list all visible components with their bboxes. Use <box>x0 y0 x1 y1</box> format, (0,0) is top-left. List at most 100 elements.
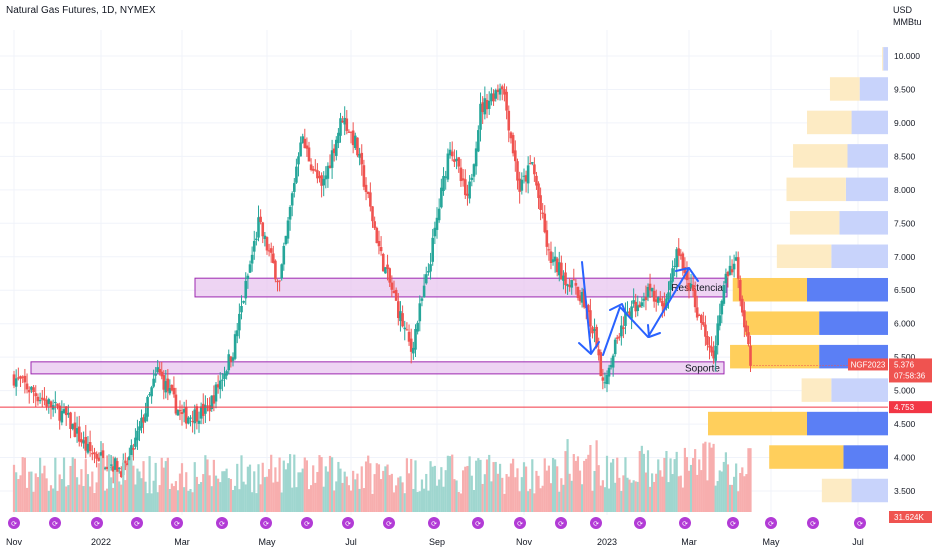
volume-bar <box>176 490 180 512</box>
volume-bar <box>23 457 26 512</box>
candle-body <box>418 303 422 322</box>
volume-bar <box>276 481 279 512</box>
candle-body <box>314 169 317 171</box>
volume-bar <box>67 485 70 512</box>
volume-bar <box>114 469 117 512</box>
candle-body <box>732 263 736 270</box>
candle-body <box>257 217 260 238</box>
volume-bar <box>105 488 109 512</box>
x-tick-label: Nov <box>6 537 23 547</box>
volume-bar <box>268 469 271 512</box>
volume-bar <box>120 484 123 512</box>
y-tick-label: 6.000 <box>894 319 916 329</box>
volume-bar <box>349 490 353 512</box>
candle-body <box>520 179 524 191</box>
candle-body <box>503 89 506 95</box>
candle-body <box>483 98 487 115</box>
volume-bar <box>581 484 584 512</box>
candle-body <box>221 379 224 381</box>
candle-body <box>240 306 243 313</box>
candle-body <box>570 279 574 288</box>
zones: Resistencia Soporte <box>30 277 728 375</box>
candle-body <box>309 164 313 170</box>
volume-bar <box>420 479 424 512</box>
candle-body <box>700 315 703 323</box>
candle-body <box>126 463 129 467</box>
volume-bar <box>681 487 684 512</box>
candle-body <box>293 183 296 192</box>
candle-body <box>142 417 145 423</box>
volume-bar <box>694 449 697 512</box>
volume-bar <box>739 472 742 512</box>
candle-body <box>553 256 557 262</box>
volume-bar <box>333 490 336 512</box>
candle-body <box>628 311 631 317</box>
volume-bar <box>320 457 323 512</box>
volume-bar <box>278 457 281 512</box>
volume-bar <box>265 476 269 512</box>
volume-bar <box>375 463 378 512</box>
volume-bar <box>698 459 701 512</box>
volume-bar <box>583 460 586 512</box>
candle-body <box>392 290 396 294</box>
volume-bar <box>154 462 157 512</box>
zone-label: Resistencia <box>671 283 723 294</box>
volume-bar <box>41 473 44 512</box>
volume-bar <box>607 488 611 512</box>
volume-bar <box>248 464 252 512</box>
candle-body <box>381 253 385 272</box>
volume-bar <box>564 451 567 512</box>
candle-body <box>354 135 357 149</box>
volume-bar <box>687 470 691 512</box>
volume-bar <box>593 470 596 512</box>
candle-body <box>286 220 290 239</box>
candle-body <box>479 103 482 130</box>
event-marker-glyph: ⟳ <box>682 521 688 528</box>
candle-body <box>399 311 402 322</box>
volume-bar <box>572 454 575 512</box>
volume-bar <box>160 457 163 512</box>
volume-bar <box>655 473 658 512</box>
event-marker-glyph: ⟳ <box>94 521 100 528</box>
candle-body <box>140 417 143 428</box>
y-tick-label: 6.500 <box>894 285 916 295</box>
candle-body <box>187 417 190 424</box>
volume-bar <box>626 477 629 512</box>
volume-bar <box>568 473 571 512</box>
volume-bar <box>547 465 550 512</box>
candle-body <box>734 257 738 261</box>
candle-body <box>492 93 495 102</box>
event-marker-glyph: ⟳ <box>263 521 269 528</box>
event-marker-icon <box>131 517 143 529</box>
volume-bar <box>299 472 302 512</box>
candle-body <box>526 165 530 184</box>
volume-bar <box>34 473 37 512</box>
event-marker-icon <box>514 517 526 529</box>
volume-bar <box>297 472 300 512</box>
volume-bar <box>578 470 582 512</box>
volume-bar <box>316 471 319 512</box>
volume-bar <box>347 485 350 512</box>
volume-bar <box>509 463 513 512</box>
candle-body <box>330 150 334 168</box>
volume-bar <box>601 480 604 512</box>
volume-bar <box>360 466 363 512</box>
candle-body <box>82 440 85 444</box>
candle-body <box>516 161 519 181</box>
candle-body <box>47 399 51 404</box>
volume-bar <box>488 454 491 512</box>
event-marker-icon <box>679 517 691 529</box>
volume-bar <box>380 479 383 512</box>
countdown-value: 07:58:36 <box>894 371 926 380</box>
volume-bar <box>97 463 100 512</box>
volume-bar <box>418 491 421 512</box>
candle-body <box>566 284 569 287</box>
volume-bar <box>231 490 235 512</box>
volume-bar <box>191 492 194 512</box>
candle-body <box>665 298 668 309</box>
volume-bar <box>728 484 732 512</box>
volume-bar <box>622 475 625 512</box>
candle-body <box>401 313 404 327</box>
